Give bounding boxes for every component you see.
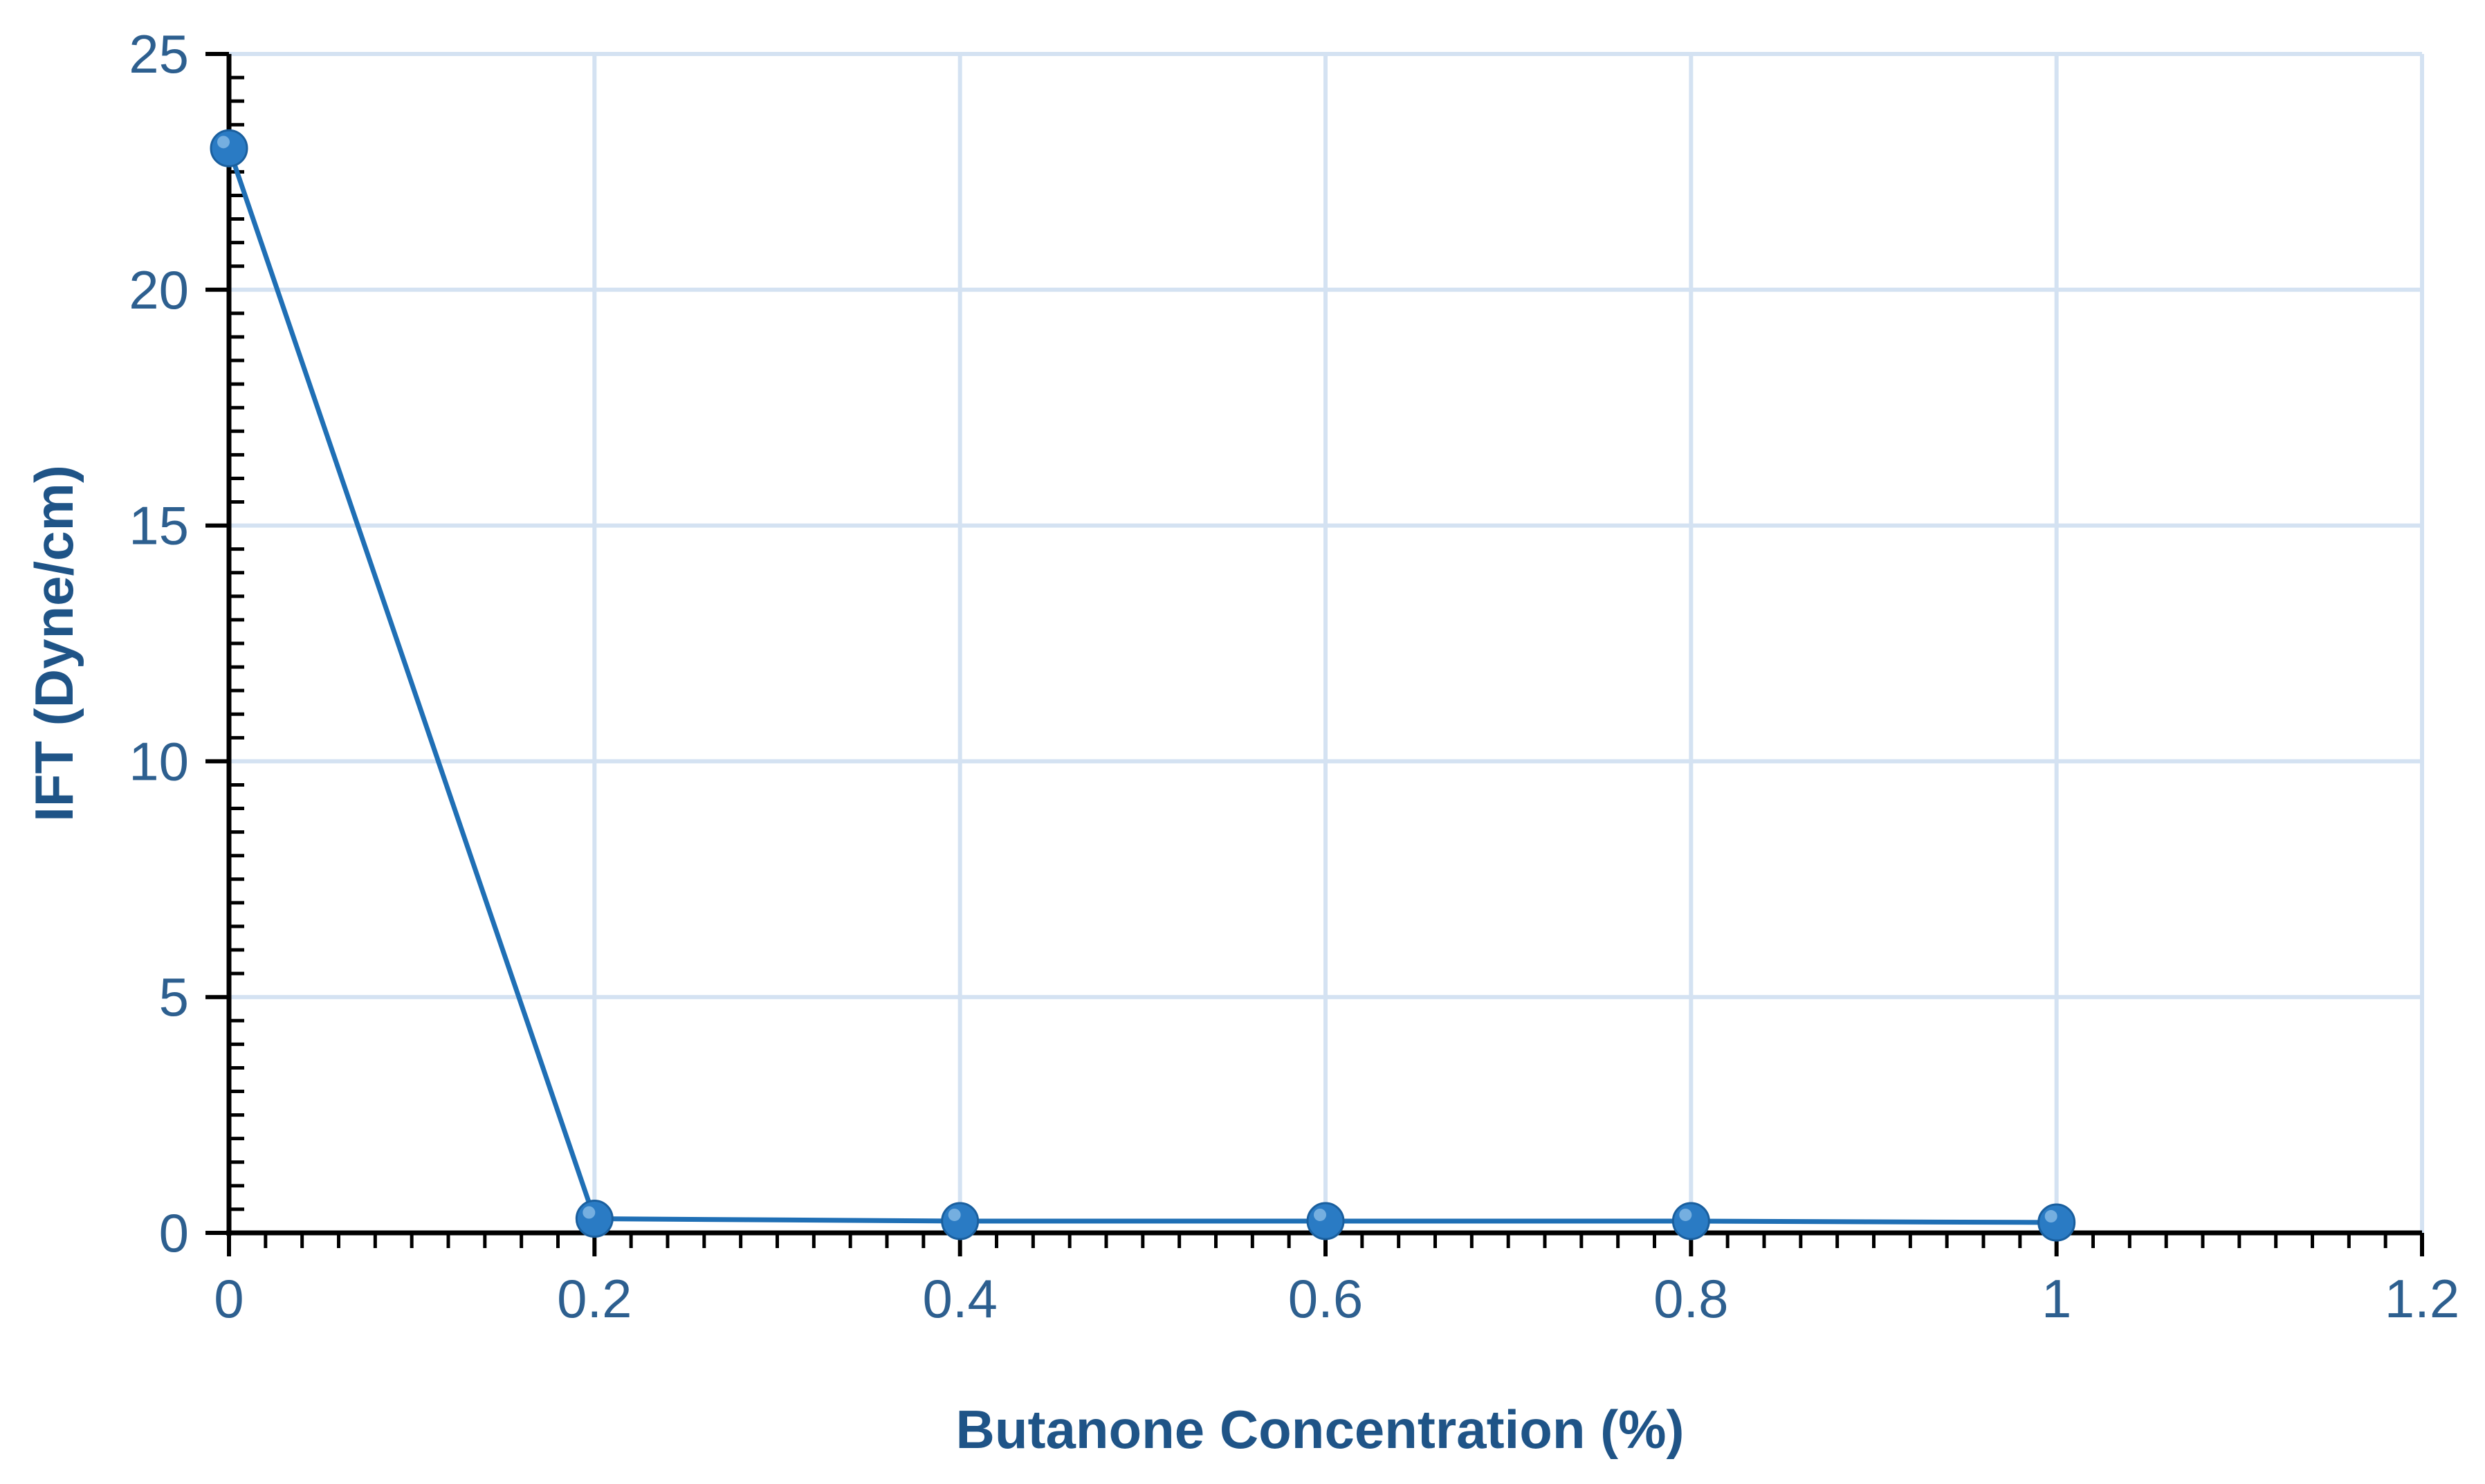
data-point-highlight — [1679, 1208, 1692, 1221]
data-point-highlight — [1314, 1208, 1326, 1221]
x-tick-label: 0.2 — [557, 1268, 632, 1329]
data-point-highlight — [948, 1208, 961, 1221]
y-tick-label: 20 — [129, 259, 189, 320]
y-tick-label: 10 — [129, 731, 189, 791]
data-point — [941, 1202, 980, 1240]
x-axis-title: Butanone Concentration (%) — [956, 1399, 1685, 1460]
tick-labels: 0 0.2 0.4 0.6 0.8 1 1.2 0 5 10 15 20 25 — [129, 24, 2459, 1329]
series-line-0 — [226, 147, 2057, 1225]
x-tick-label: 1.2 — [2385, 1268, 2459, 1329]
y-tick-label: 25 — [129, 24, 189, 84]
y-axis-title: IFT (Dyne/cm) — [24, 465, 84, 822]
x-tick-label: 0.4 — [922, 1268, 997, 1329]
data-point-highlight — [2044, 1210, 2057, 1223]
grid-lines — [229, 52, 2424, 1233]
series — [210, 129, 2076, 1242]
data-point — [1306, 1202, 1345, 1240]
y-tick-label: 15 — [129, 495, 189, 556]
x-tick-label: 1 — [2042, 1268, 2071, 1329]
data-point — [575, 1200, 614, 1238]
data-point-highlight — [217, 136, 230, 149]
data-point — [210, 129, 248, 167]
y-tick-label: 0 — [159, 1202, 189, 1263]
x-tick-label: 0 — [214, 1268, 244, 1329]
x-tick-label: 0.8 — [1653, 1268, 1728, 1329]
y-tick-label: 5 — [159, 967, 189, 1027]
data-point — [2037, 1203, 2076, 1242]
data-point-highlight — [583, 1206, 596, 1219]
minor-ticks — [205, 52, 2424, 1256]
x-tick-label: 0.6 — [1288, 1268, 1363, 1329]
data-point — [1671, 1202, 1710, 1240]
